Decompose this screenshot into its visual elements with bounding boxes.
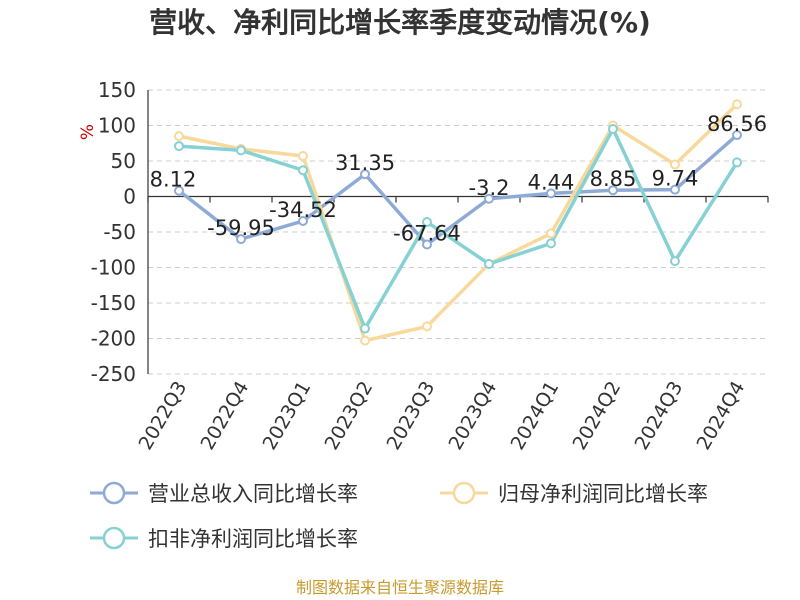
y-tick-label: -200 xyxy=(91,327,136,351)
data-label: -67.64 xyxy=(393,222,461,246)
x-tick-label: 2024Q4 xyxy=(693,378,750,454)
data-point xyxy=(670,159,680,170)
series-lines xyxy=(174,99,742,346)
data-point xyxy=(670,184,680,195)
data-point xyxy=(422,217,432,228)
data-label: 4.44 xyxy=(528,170,575,194)
legend-item[interactable]: 归母净利润同比增长率 xyxy=(440,481,708,506)
x-tick-label: 2024Q1 xyxy=(507,378,564,454)
y-tick-label: 50 xyxy=(111,149,136,173)
legend-label: 营业总收入同比增长率 xyxy=(148,482,358,506)
data-label: 31.35 xyxy=(335,151,395,175)
data-point xyxy=(546,228,556,239)
x-tick-label: 2024Q3 xyxy=(631,378,688,454)
data-point xyxy=(236,234,246,245)
data-point xyxy=(236,145,246,156)
y-tick-label: -50 xyxy=(103,220,136,244)
data-point xyxy=(422,321,432,332)
data-point xyxy=(360,323,370,334)
legend-marker xyxy=(102,526,126,550)
y-tick-label: -250 xyxy=(91,362,136,386)
data-point xyxy=(174,131,184,142)
data-point xyxy=(546,188,556,199)
legend-item[interactable]: 扣非净利润同比增长率 xyxy=(90,526,358,551)
x-tick-label: 2024Q2 xyxy=(569,378,626,454)
data-point xyxy=(298,165,308,176)
legend-label: 归母净利润同比增长率 xyxy=(498,482,708,506)
data-point xyxy=(608,185,618,196)
y-tick-label: -150 xyxy=(91,291,136,315)
data-label: -34.52 xyxy=(269,198,337,222)
y-axis-unit: % xyxy=(78,124,98,140)
data-point xyxy=(484,258,494,269)
y-tick-label: -100 xyxy=(91,256,136,280)
x-tick-label: 2022Q4 xyxy=(197,378,254,454)
data-point xyxy=(732,157,742,168)
legend-label: 扣非净利润同比增长率 xyxy=(148,527,358,551)
x-tick-label: 2022Q3 xyxy=(135,378,192,454)
data-label: 8.12 xyxy=(150,168,197,192)
x-tick-label: 2023Q2 xyxy=(321,378,378,454)
data-point xyxy=(174,185,184,196)
data-point xyxy=(546,238,556,249)
legend-marker xyxy=(102,481,126,505)
y-tick-label: 100 xyxy=(98,114,136,138)
data-label: 8.85 xyxy=(590,167,637,191)
series-line-2 xyxy=(178,127,739,331)
legend-item[interactable]: 营业总收入同比增长率 xyxy=(90,481,358,506)
series-line-1 xyxy=(178,102,739,343)
x-tick-label: 2023Q3 xyxy=(383,378,440,454)
data-point xyxy=(608,124,618,135)
x-tick-label: 2023Q1 xyxy=(259,378,316,454)
x-tick-label: 2023Q4 xyxy=(445,378,502,454)
y-tick-label: 150 xyxy=(98,78,136,102)
series-line-0 xyxy=(177,133,739,247)
grid-lines xyxy=(148,89,768,375)
data-label: -59.95 xyxy=(207,216,275,240)
chart-title: 营收、净利同比增长率季度变动情况(%) xyxy=(149,6,651,39)
data-point xyxy=(360,169,370,180)
data-labels: 8.12 -59.95-34.52 31.35 -67.64 -3.2 4.44 8.85 9… xyxy=(150,112,767,245)
data-point xyxy=(360,335,370,346)
legend-marker xyxy=(452,481,476,505)
y-tick-label: 0 xyxy=(123,185,136,209)
data-point xyxy=(670,256,680,267)
source-note: 制图数据来自恒生聚源数据库 xyxy=(296,578,504,597)
data-point xyxy=(174,141,184,152)
data-point xyxy=(298,216,308,227)
data-point xyxy=(422,239,432,250)
data-label: 9.74 xyxy=(652,167,699,191)
data-label: -3.2 xyxy=(469,176,510,200)
data-point xyxy=(298,151,308,162)
data-label: 86.56 xyxy=(707,112,767,136)
data-point xyxy=(732,99,742,110)
data-point xyxy=(484,193,494,204)
data-point xyxy=(732,130,742,141)
